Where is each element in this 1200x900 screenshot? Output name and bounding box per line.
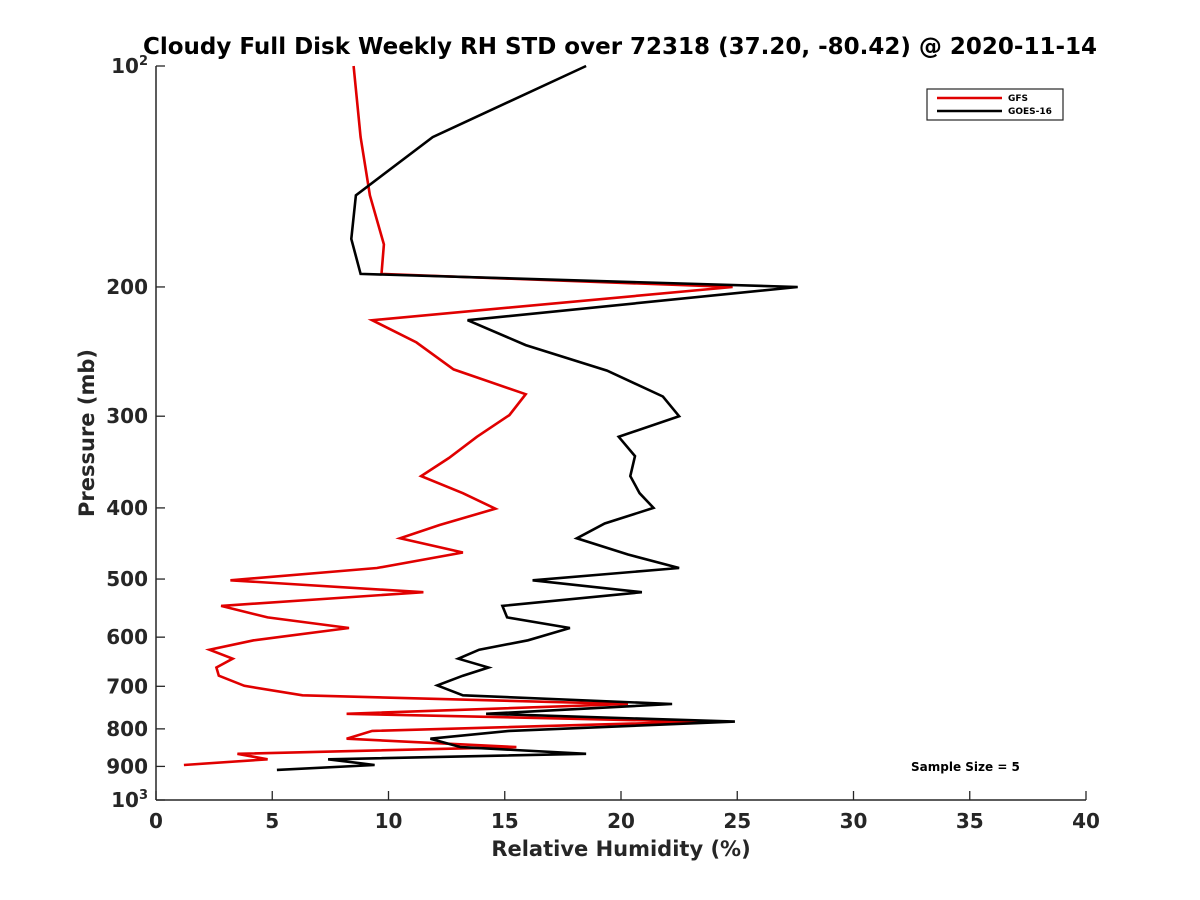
series-line-goes-16: [276, 64, 798, 772]
y-tick-label: 200: [106, 275, 148, 299]
legend-label-gfs: GFS: [1008, 94, 1028, 104]
x-tick-label: 5: [265, 809, 279, 833]
y-tick-label: 500: [106, 567, 148, 591]
y-tick-label: 900: [106, 754, 148, 778]
x-tick-label: 10: [375, 809, 403, 833]
legend-label-goes-16: GOES-16: [1008, 107, 1052, 117]
x-ticks: 0 5 10 15 20 25 30 35 40: [149, 791, 1100, 833]
chart-title: Cloudy Full Disk Weekly RH STD over 7231…: [143, 34, 1097, 60]
x-tick-label: 40: [1072, 809, 1100, 833]
x-tick-label: 35: [956, 809, 984, 833]
y-axis-label: Pressure (mb): [75, 349, 99, 517]
legend: GFS GOES-16: [926, 88, 1064, 121]
x-axis-label: Relative Humidity (%): [491, 837, 750, 861]
x-tick-label: 15: [491, 809, 519, 833]
y-tick-label: 300: [106, 404, 148, 428]
y-tick-label-exponent: 3: [139, 788, 148, 803]
y-tick-label: 103: [111, 788, 148, 812]
y-tick-label: 400: [106, 496, 148, 520]
x-tick-label: 20: [607, 809, 635, 833]
y-tick-label: 600: [106, 625, 148, 649]
y-tick-label: 102: [111, 54, 148, 78]
y-tick-label-base: 10: [111, 788, 139, 812]
series-lines: [183, 64, 798, 772]
y-tick-label: 800: [106, 717, 148, 741]
y-tick-label: 700: [106, 674, 148, 698]
sample-size-annotation: Sample Size = 5: [911, 760, 1020, 774]
y-tick-label-base: 10: [111, 54, 139, 78]
x-tick-label: 30: [840, 809, 868, 833]
y-tick-label-exponent: 2: [139, 54, 148, 69]
x-tick-label: 0: [149, 809, 163, 833]
x-tick-label: 25: [723, 809, 751, 833]
legend-box: [926, 88, 1064, 121]
series-line-gfs: [183, 65, 733, 767]
